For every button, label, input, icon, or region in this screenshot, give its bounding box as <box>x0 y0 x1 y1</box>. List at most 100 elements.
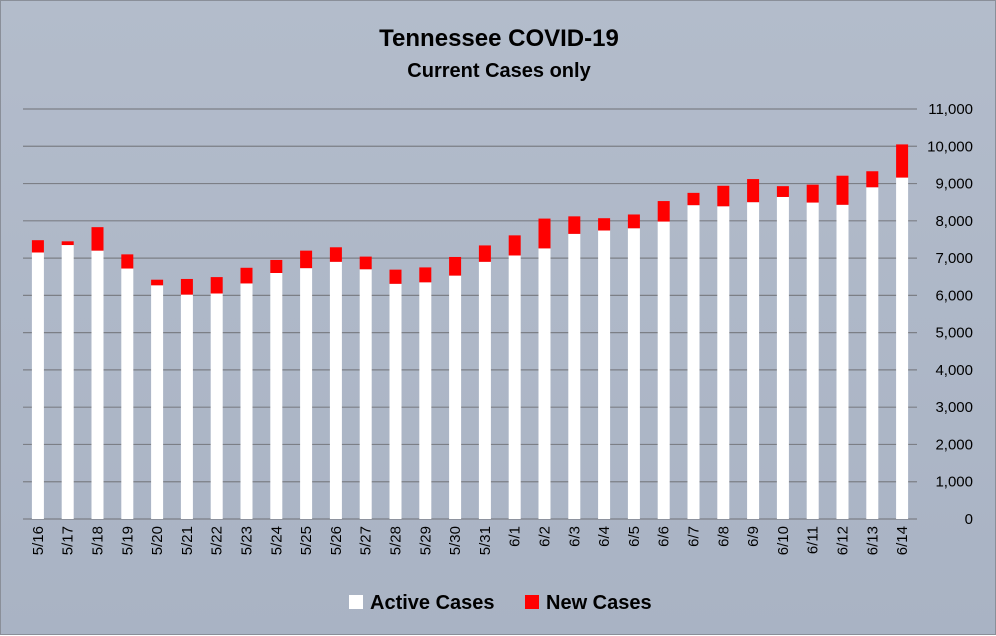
bar-new-cases <box>121 254 134 269</box>
bar-new-cases <box>657 201 670 222</box>
x-tick-label: 6/8 <box>715 526 732 547</box>
bar-active-cases <box>508 255 521 519</box>
bar-active-cases <box>419 282 432 519</box>
bar-active-cases <box>866 187 879 520</box>
bar-new-cases <box>449 256 462 276</box>
x-tick-label: 5/19 <box>119 526 136 555</box>
x-tick-label: 5/21 <box>179 526 196 555</box>
bar-active-cases <box>121 268 134 519</box>
y-tick-label: 10,000 <box>927 138 973 155</box>
x-tick-label: 5/31 <box>477 526 494 555</box>
bar-active-cases <box>896 177 909 519</box>
legend-label: New Cases <box>546 592 652 614</box>
bar-new-cases <box>180 278 193 295</box>
bar-new-cases <box>627 214 640 229</box>
bar-active-cases <box>91 250 104 520</box>
bar-new-cases <box>478 245 491 262</box>
y-tick-label: 2,000 <box>935 436 973 453</box>
x-tick-label: 5/23 <box>239 526 256 555</box>
x-tick-label: 6/4 <box>596 526 613 547</box>
x-tick-label: 6/3 <box>566 526 583 547</box>
y-tick-label: 5,000 <box>935 325 973 342</box>
bar-new-cases <box>747 179 760 203</box>
bar-active-cases <box>538 248 551 519</box>
y-tick-label: 1,000 <box>935 474 973 491</box>
y-tick-label: 8,000 <box>935 213 973 230</box>
bar-active-cases <box>687 205 700 519</box>
x-tick-label: 5/29 <box>417 526 434 555</box>
legend-swatch <box>349 595 363 609</box>
bar-new-cases <box>300 250 313 269</box>
x-tick-label: 5/25 <box>298 526 315 555</box>
x-tick-label: 5/16 <box>30 526 47 555</box>
gridlines <box>23 108 917 520</box>
legend-label: Active Cases <box>370 592 495 614</box>
x-tick-label: 5/18 <box>90 526 107 555</box>
bar-new-cases <box>568 216 581 234</box>
bar-new-cases <box>91 227 104 251</box>
bar-new-cases <box>419 267 432 283</box>
bar-active-cases <box>329 261 342 519</box>
x-tick-label: 6/12 <box>835 526 852 555</box>
chart-subtitle: Current Cases only <box>407 60 591 82</box>
bar-active-cases <box>449 275 462 519</box>
bar-new-cases <box>61 241 74 246</box>
x-tick-label: 6/7 <box>686 526 703 547</box>
bar-active-cases <box>806 202 819 519</box>
bar-active-cases <box>717 206 730 520</box>
bar-active-cases <box>300 268 313 519</box>
bar-new-cases <box>598 218 611 231</box>
x-tick-label: 6/10 <box>775 526 792 555</box>
bar-new-cases <box>806 184 819 203</box>
bar-new-cases <box>776 186 789 197</box>
x-tick-label: 6/11 <box>805 526 822 554</box>
bar-active-cases <box>627 228 640 520</box>
bar-active-cases <box>61 245 74 519</box>
bar-new-cases <box>329 247 342 262</box>
bar-new-cases <box>31 240 44 253</box>
bar-active-cases <box>657 221 670 519</box>
x-tick-label: 5/28 <box>388 526 405 555</box>
x-axis-tick-labels: 5/16 5/17 5/18 5/19 5/20 5/21 5/22 5/23 5/24 5/25… <box>30 526 911 555</box>
bar-active-cases <box>240 283 253 519</box>
legend-swatch <box>525 595 539 609</box>
bar-new-cases <box>210 277 223 294</box>
bars <box>31 144 909 520</box>
bar-active-cases <box>31 252 44 519</box>
bar-active-cases <box>568 233 581 519</box>
x-tick-label: 5/20 <box>149 526 166 555</box>
legend: Active Cases New Cases <box>349 592 652 614</box>
y-tick-label: 7,000 <box>935 250 973 267</box>
bar-new-cases <box>866 171 879 188</box>
x-tick-label: 6/1 <box>507 526 524 547</box>
bar-new-cases <box>687 192 700 206</box>
x-tick-label: 6/9 <box>745 526 762 547</box>
y-tick-label: 9,000 <box>935 176 973 193</box>
chart-title: Tennessee COVID-19 <box>379 25 619 52</box>
bar-active-cases <box>478 261 491 519</box>
bar-active-cases <box>270 273 283 519</box>
bar-new-cases <box>538 218 551 249</box>
x-tick-label: 6/5 <box>626 526 643 547</box>
x-tick-label: 5/24 <box>268 526 285 555</box>
y-axis-tick-labels: 0 1,000 2,000 3,000 4,000 5,000 6,000 7,000 8,00… <box>927 101 973 528</box>
bar-new-cases <box>508 235 521 256</box>
x-tick-label: 5/27 <box>358 526 375 555</box>
bar-new-cases <box>240 267 253 284</box>
x-tick-label: 6/14 <box>894 526 911 555</box>
y-tick-label: 3,000 <box>935 399 973 416</box>
y-tick-label: 6,000 <box>935 287 973 304</box>
x-tick-label: 5/26 <box>328 526 345 555</box>
bar-active-cases <box>776 196 789 520</box>
bar-active-cases <box>151 285 164 519</box>
y-tick-label: 0 <box>965 511 973 528</box>
bar-new-cases <box>836 175 849 205</box>
bar-active-cases <box>747 202 760 519</box>
x-tick-label: 5/17 <box>60 526 77 555</box>
bar-new-cases <box>389 269 402 284</box>
x-tick-label: 5/30 <box>447 526 464 555</box>
bar-new-cases <box>270 259 283 273</box>
x-tick-label: 6/13 <box>864 526 881 555</box>
